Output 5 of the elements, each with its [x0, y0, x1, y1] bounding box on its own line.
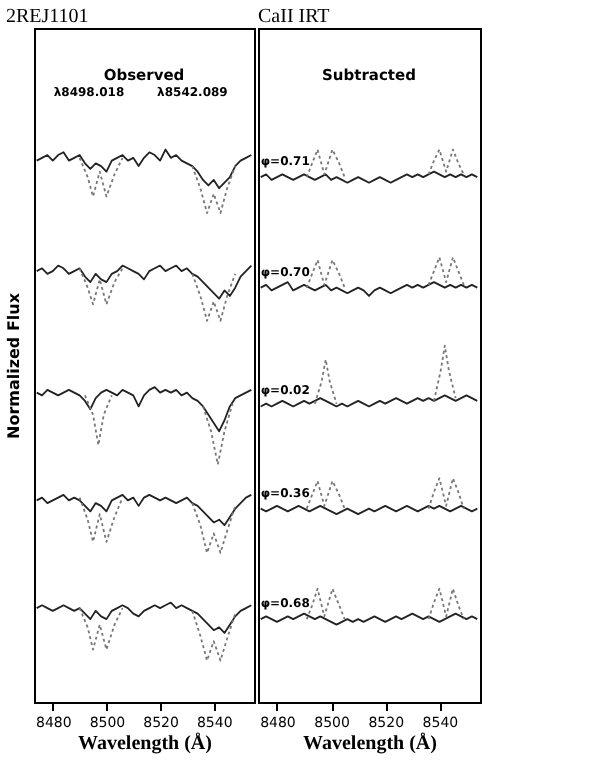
y-axis-title: Normalized Flux — [5, 291, 23, 440]
x-axis-title: Wavelength (Å) — [303, 731, 437, 755]
chart-title: 2REJ1101 — [6, 6, 89, 28]
x-axis-title: Wavelength (Å) — [78, 731, 212, 755]
chart-title: CaII IRT — [258, 6, 330, 28]
